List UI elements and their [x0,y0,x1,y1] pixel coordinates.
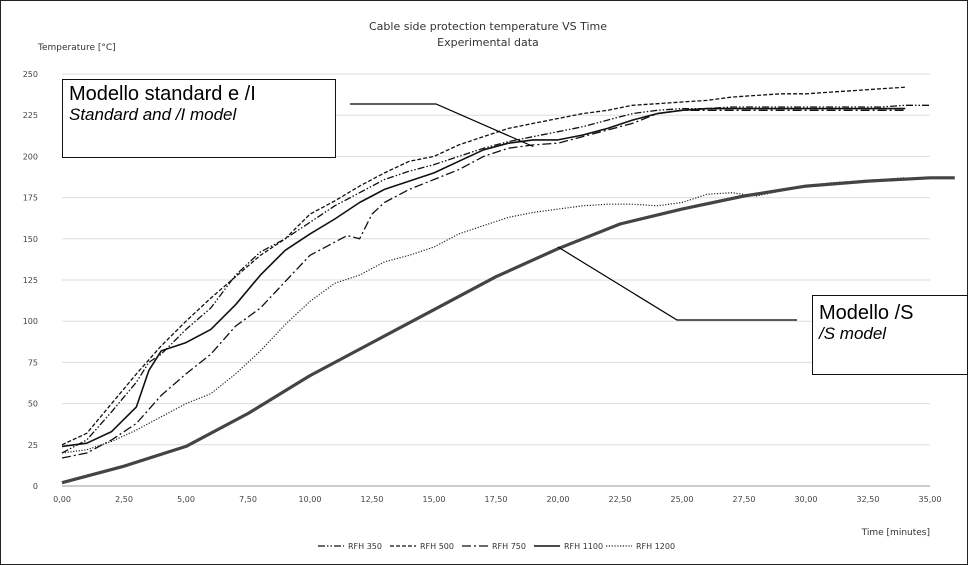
x-tick-label: 30,00 [795,495,818,504]
x-tick-label: 27,50 [733,495,756,504]
y-tick-label: 50 [28,400,38,409]
x-tick-label: 0,00 [53,495,71,504]
annotation-s-title: Modello /S [819,302,914,324]
annotation-standard-model: Modello standard e /I Standard and /I mo… [62,79,336,158]
series-line-0 [61,104,930,454]
legend-label: RFH 1100 [564,542,603,551]
x-tick-labels: 0,00 2,50 5,00 7,50 10,00 12,50 15,00 17,50 20,0… [53,495,941,504]
annotation-standard-title: Modello standard e /I [69,83,256,105]
x-tick-label: 2,50 [115,495,133,504]
y-tick-label: 150 [23,235,38,244]
legend-label: RFH 750 [492,542,526,551]
x-tick-label: 32,50 [857,495,880,504]
leader-s-model [557,246,797,321]
x-tick-label: 7,50 [239,495,257,504]
x-axis-label: Time [minutes] [861,528,930,538]
legend-label: RFH 500 [420,542,454,551]
x-tick-label: 12,50 [361,495,384,504]
legend-label: RFH 350 [348,542,382,551]
series-line-1 [61,86,906,446]
leader-standard-model [350,103,534,148]
series-lines [61,86,955,485]
y-tick-label: 25 [28,441,38,450]
legend-label: RFH 1200 [636,542,675,551]
annotation-s-subtitle: /S model [819,324,887,343]
x-tick-label: 10,00 [299,495,322,504]
y-tick-label: 75 [28,358,38,367]
y-tick-label: 250 [23,70,38,79]
y-tick-labels: 0 25 50 75 100 125 150 175 200 225 250 [23,70,38,491]
x-tick-label: 22,50 [609,495,632,504]
x-tick-label: 5,00 [177,495,195,504]
chart-title: Cable side protection temperature VS Tim… [369,20,607,33]
legend: RFH 350 RFH 500 RFH 750 RFH 1100 RFH 1200 [318,542,675,551]
x-tick-label: 20,00 [547,495,570,504]
annotation-s-model: Modello /S /S model [812,295,968,375]
y-tick-label: 100 [23,317,38,326]
x-tick-label: 17,50 [485,495,508,504]
series-line-5 [61,176,955,485]
annotation-leader-lines [350,103,797,321]
series-line-2 [61,109,906,459]
x-tick-label: 15,00 [423,495,446,504]
y-tick-label: 175 [23,194,38,203]
x-tick-label: 35,00 [919,495,942,504]
annotation-standard-subtitle: Standard and /I model [69,105,237,124]
x-tick-label: 25,00 [671,495,694,504]
series-line-3 [61,107,906,448]
y-tick-label: 200 [23,152,38,161]
y-tick-label: 225 [23,111,38,120]
series-line-4 [61,177,906,454]
chart-subtitle: Experimental data [437,36,539,49]
y-axis-label: Temperature [°C] [37,43,116,53]
y-tick-label: 125 [23,276,38,285]
y-tick-label: 0 [33,482,38,491]
